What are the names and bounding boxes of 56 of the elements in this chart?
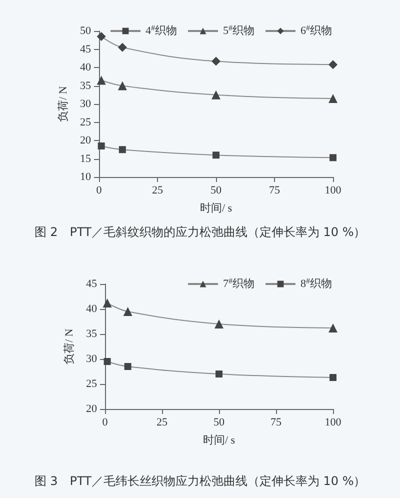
x-tick-label: 50 [214,416,225,428]
x-tick-label: 75 [269,184,280,196]
point [118,146,126,154]
y-axis-title: 负荷/ N [56,86,70,122]
y-axis-title: 负荷/ N [62,328,76,364]
point [102,298,112,308]
legend-label: 5#织物 [223,24,254,37]
point [118,42,127,52]
y-tick-label: 25 [80,116,92,128]
legend-label: 8#织物 [300,276,332,290]
point [124,363,132,370]
legend-label: 7#织物 [223,276,254,290]
y-tick-label: 30 [86,353,98,365]
point [96,76,106,85]
text: 图 3 PTT／毛纬长丝织物应力松弛曲线（定伸长率为 10 %） [34,474,366,488]
x-tick-label: 25 [152,184,164,196]
point [328,60,338,70]
y-tick-label: 50 [80,25,92,37]
point [328,94,338,104]
y-tick-label: 45 [86,278,98,290]
text: 图 2 PTT／毛斜纹织物的应力松弛曲线（定伸长率为 10 %） [34,225,366,239]
y-tick-label: 35 [80,80,92,92]
x-tick-label: 0 [96,184,102,196]
point [212,90,220,100]
legend-label: 6#织物 [300,24,332,37]
x-tick-label: 0 [102,416,108,428]
x-axis-title: 时间/ s [200,202,232,214]
x-tick-label: 25 [156,416,168,428]
x-tick-label: 100 [324,184,342,196]
x-tick-label: 100 [324,416,342,428]
point [104,358,111,365]
y-tick-label: 20 [80,134,92,146]
point [216,370,222,378]
point [212,56,220,66]
y-tick-label: 20 [86,403,98,415]
point [118,81,127,90]
point [123,307,132,316]
point [328,324,338,332]
point [330,374,336,381]
y-tick-label: 10 [80,171,92,183]
point [96,32,106,41]
y-tick-label: 45 [80,43,92,56]
y-tick-label: 25 [86,378,98,390]
y-tick-label: 15 [80,152,92,165]
point [212,152,220,159]
x-tick-label: 50 [210,184,222,196]
point [330,154,336,162]
y-tick-label: 35 [86,328,98,340]
y-tick-label: 40 [86,303,98,315]
y-tick-label: 30 [80,98,92,110]
point [214,320,224,328]
y-tick-label: 40 [80,62,92,74]
x-tick-label: 75 [270,416,282,428]
legend-label: 4#织物 [146,24,177,37]
point [98,142,105,150]
x-axis-title: 时间/ s [202,434,236,446]
